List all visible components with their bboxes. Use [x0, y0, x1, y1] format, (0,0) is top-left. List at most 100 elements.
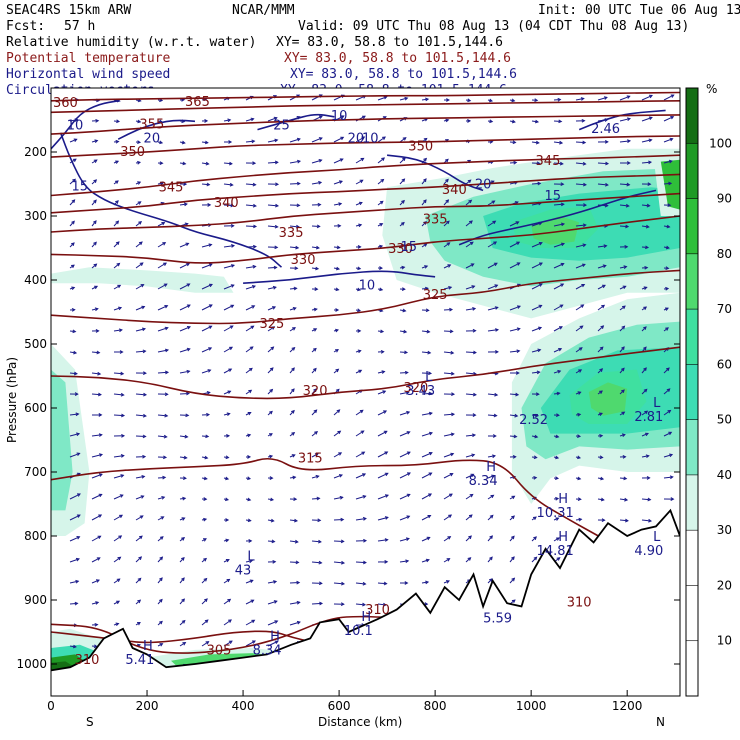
wind-vector-head — [666, 224, 671, 229]
wind-vector-head — [665, 367, 670, 372]
wind-vector — [135, 350, 146, 353]
wind-vector-head — [381, 370, 386, 374]
wind-vector-head — [579, 325, 584, 330]
wind-vector — [487, 241, 497, 248]
wind-vector-head — [511, 495, 516, 500]
wind-vector — [223, 599, 231, 605]
wind-vector-head — [493, 262, 498, 267]
wind-vector-head — [623, 476, 628, 481]
wind-vector-head — [250, 599, 255, 603]
wind-vector — [333, 474, 343, 479]
wind-vector-head — [159, 556, 164, 561]
wind-vector-head — [361, 136, 366, 140]
wind-vector-head — [203, 517, 208, 522]
wind-label: 15 — [72, 179, 89, 194]
wind-vector-head — [403, 329, 408, 334]
x-tick-label: 600 — [328, 699, 351, 713]
colorbar-label: 90 — [717, 192, 732, 206]
wind-vector — [553, 223, 565, 227]
wind-vector-head — [274, 224, 279, 229]
wind-vector-head — [469, 220, 473, 224]
wind-vector-head — [493, 413, 498, 418]
wind-vector — [443, 220, 450, 227]
wind-vector-head — [204, 598, 208, 603]
south-endpoint: S — [86, 715, 94, 729]
wind-vector-head — [578, 369, 583, 373]
wind-vector — [663, 160, 673, 164]
extremum-kind: H — [143, 639, 153, 654]
wind-vector — [597, 245, 607, 248]
wind-vector — [157, 496, 165, 500]
wind-vector — [267, 266, 277, 269]
wind-vector-head — [623, 265, 628, 269]
wind-vector-head — [118, 328, 123, 333]
wind-vector — [355, 495, 366, 500]
wind-vector-head — [163, 262, 167, 266]
wind-vector — [289, 540, 298, 543]
wind-vector — [487, 284, 498, 290]
wind-vector-head — [164, 370, 170, 375]
wind-vector — [509, 414, 518, 417]
wind-vector — [201, 598, 208, 605]
wind-vector — [91, 242, 97, 248]
wind-vector-head — [515, 371, 520, 375]
wind-vector-head — [358, 201, 363, 206]
wind-vector-head — [472, 433, 477, 438]
wind-vector-head — [186, 283, 191, 287]
wind-vector — [267, 286, 277, 290]
wind-vector — [377, 371, 385, 374]
wind-vector — [267, 620, 278, 626]
wind-vector-head — [295, 224, 300, 229]
wind-label: 20 — [144, 131, 161, 146]
wind-vector-head — [425, 558, 430, 563]
wind-vector-head — [511, 599, 516, 604]
wind-vector-head — [494, 306, 499, 310]
colorbar-label: 80 — [717, 247, 732, 261]
wind-vector — [377, 472, 389, 479]
theta-label: 360 — [53, 96, 78, 111]
wind-vector-head — [251, 619, 256, 624]
wind-vector-head — [445, 199, 450, 204]
wind-vector — [575, 263, 586, 269]
extremum-value: 3.43 — [406, 384, 435, 399]
wind-vector-head — [206, 182, 211, 187]
wind-vector-head — [291, 388, 295, 393]
wind-vector — [69, 178, 76, 185]
wind-vector-head — [472, 328, 477, 333]
wind-vector — [487, 306, 498, 311]
wind-vector-head — [494, 392, 499, 397]
wind-vector-head — [181, 517, 186, 521]
wind-vector-head — [582, 182, 587, 187]
wind-vector-head — [362, 602, 367, 607]
wind-vector-head — [428, 472, 433, 476]
wind-vector — [267, 367, 274, 374]
wind-vector-head — [293, 286, 298, 291]
wind-vector-head — [339, 180, 343, 184]
wind-vector-head — [358, 223, 363, 228]
theta-contour-365 — [51, 91, 680, 102]
wind-vector-head — [207, 203, 212, 207]
init-time: Init: 00 UTC Tue 06 Aug 13 — [538, 3, 740, 18]
wind-vector-head — [516, 262, 521, 266]
wind-vector-head — [230, 304, 235, 309]
wind-vector-head — [489, 119, 494, 124]
wind-vector-head — [225, 455, 230, 460]
wind-vector-head — [555, 455, 560, 460]
wind-vector-head — [621, 346, 625, 350]
wind-vector — [399, 391, 409, 395]
rh-region-rh-70 — [588, 382, 628, 416]
wind-vector — [113, 414, 124, 417]
wind-vector-head — [577, 476, 582, 481]
wind-vector — [289, 601, 300, 605]
theta-contour-360 — [51, 100, 680, 114]
wind-vector-head — [534, 98, 539, 103]
wind-vector-head — [670, 116, 675, 120]
wind-vector — [553, 348, 562, 353]
wind-vector — [91, 579, 100, 584]
wind-vector-head — [644, 410, 649, 415]
wind-vector — [289, 246, 299, 249]
wind-vector-head — [404, 581, 409, 585]
wind-vector-head — [647, 497, 652, 502]
wind-vector — [399, 97, 408, 101]
wind-vector — [113, 494, 124, 500]
